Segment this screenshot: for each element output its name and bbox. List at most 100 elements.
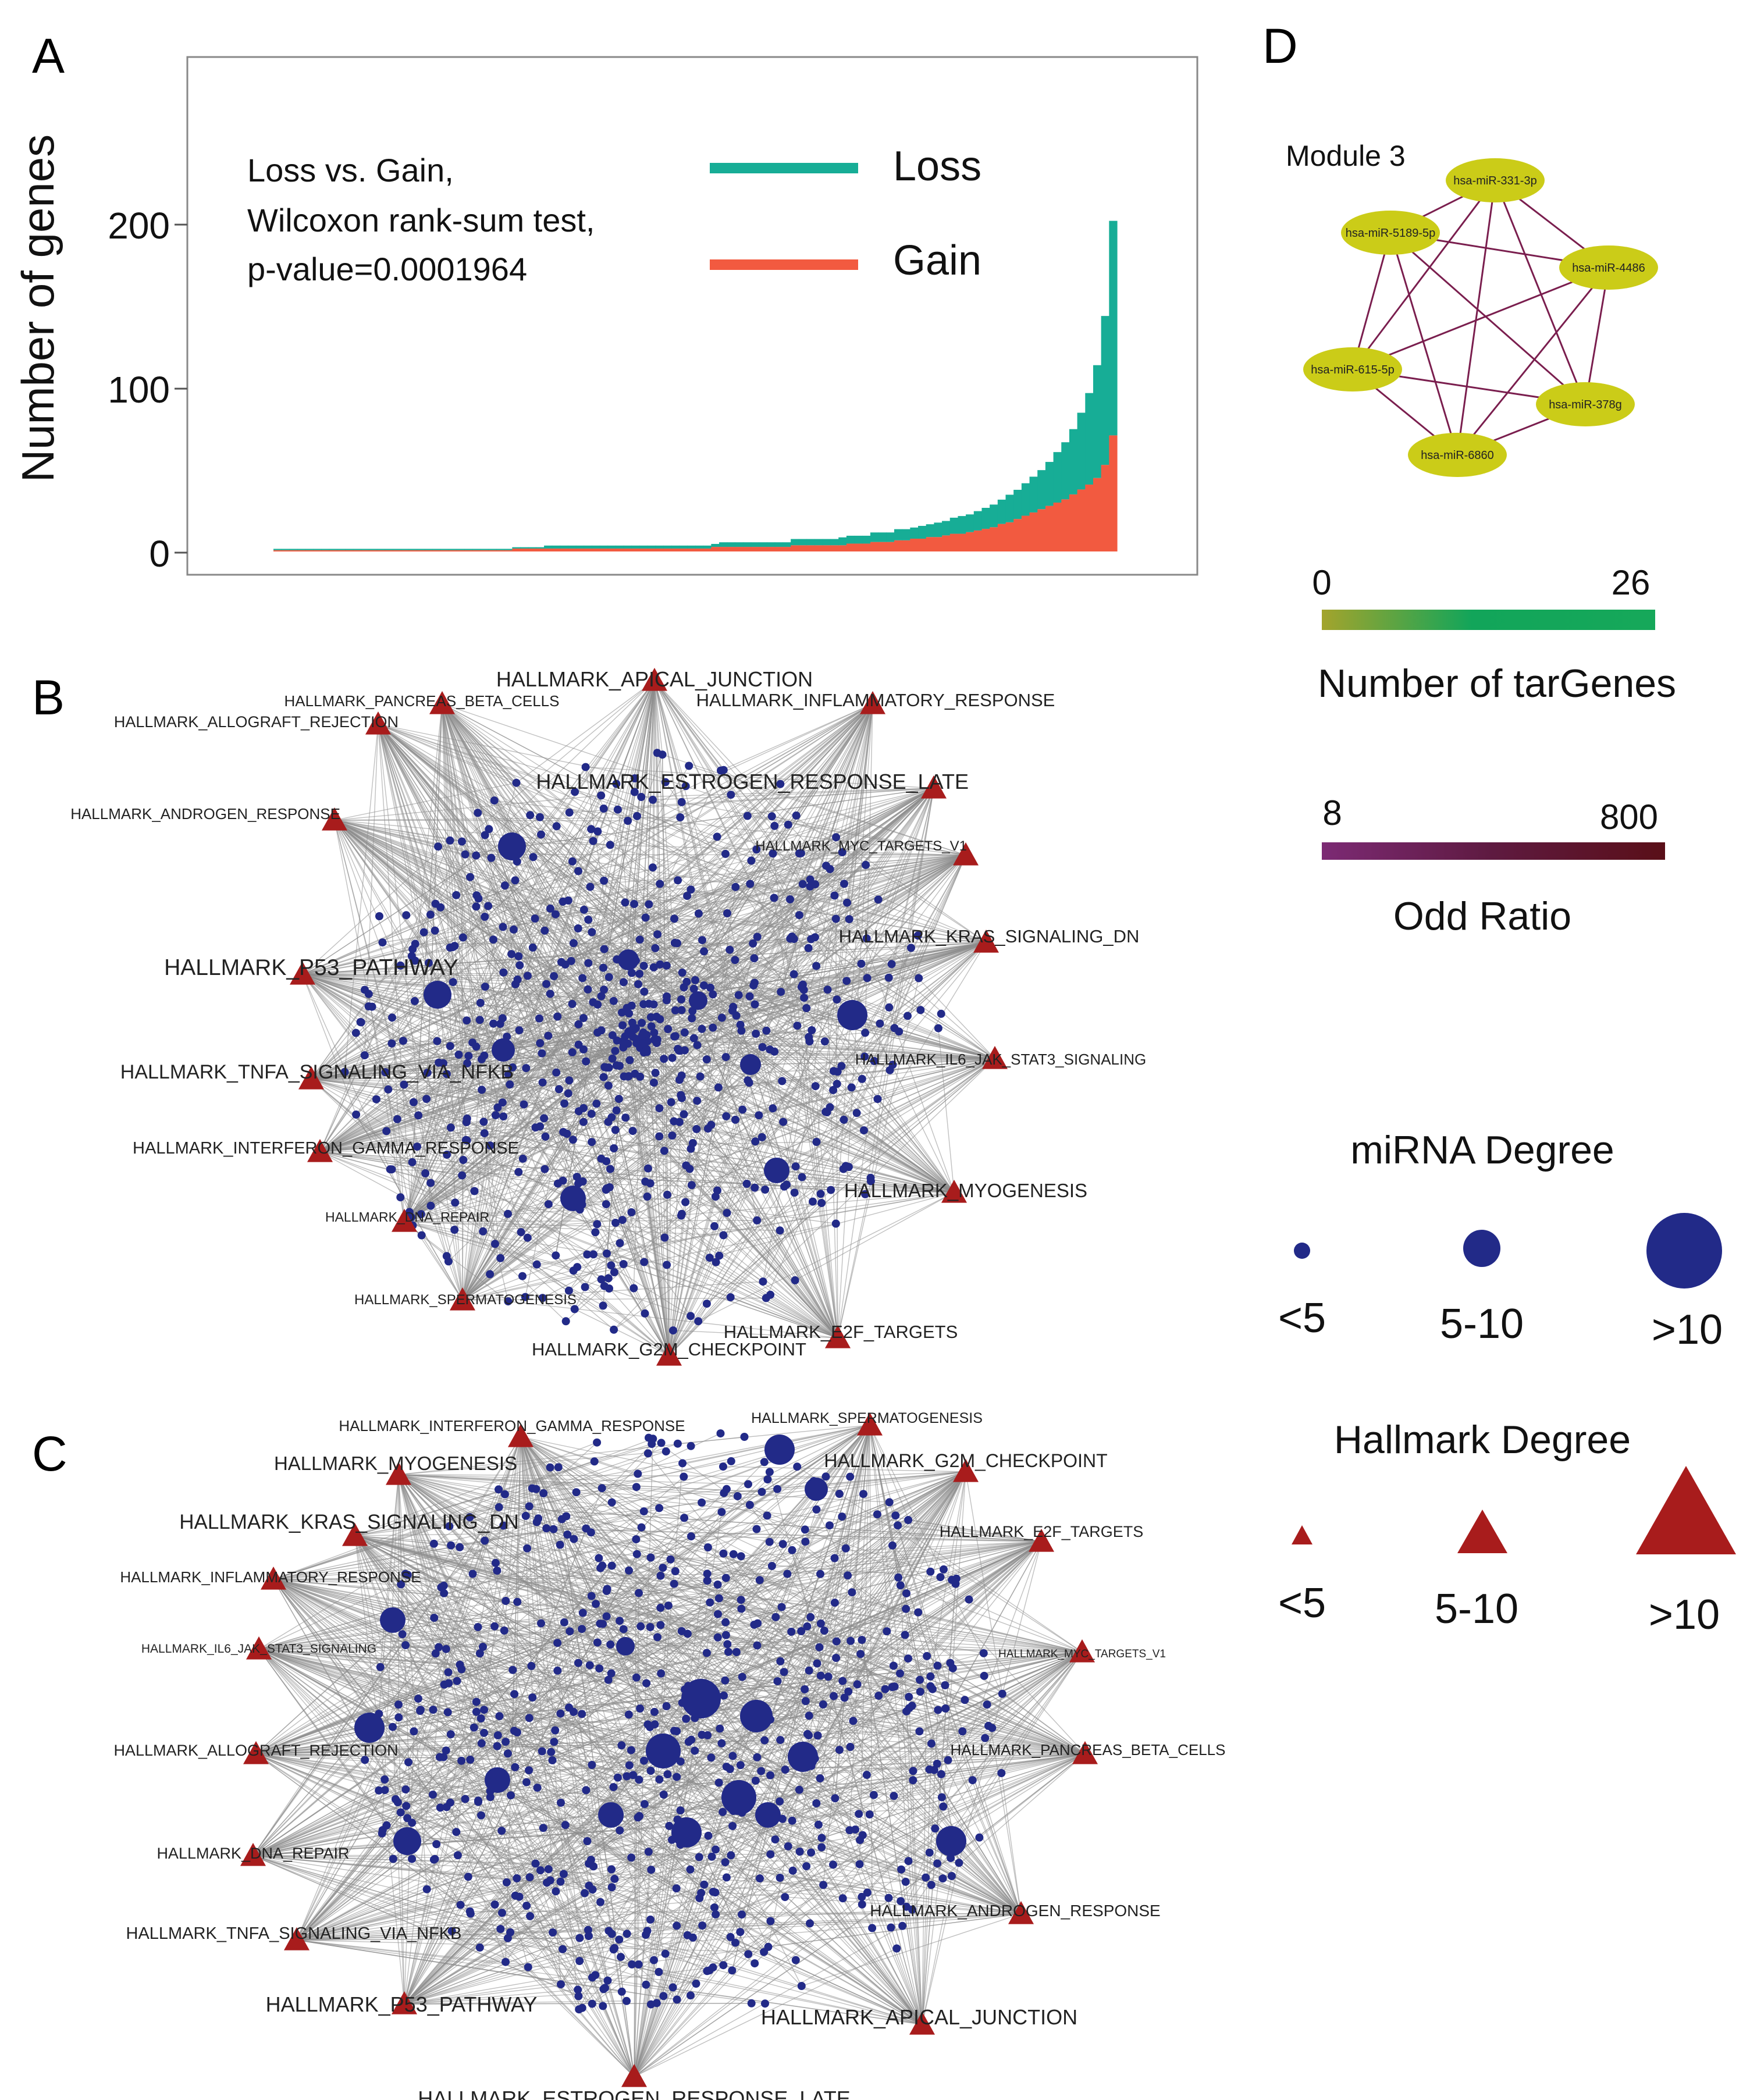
mirna-node	[700, 981, 708, 990]
mirna-node	[476, 1714, 485, 1723]
mirna-node	[732, 1648, 741, 1656]
hallmark-label: HALLMARK_APICAL_JUNCTION	[496, 667, 813, 691]
network-edge	[344, 724, 379, 1072]
mirna-node	[664, 1025, 673, 1033]
network-edge	[252, 1806, 944, 1856]
mirna-node	[749, 939, 757, 948]
network-edge	[378, 724, 642, 798]
mirna-node	[616, 1239, 624, 1247]
network-edge	[483, 1732, 635, 2077]
bar-gain	[496, 550, 505, 551]
bar-gain	[990, 527, 998, 551]
network-edge	[393, 1858, 923, 2025]
mirna-node	[662, 1702, 671, 1710]
hallmark-node	[240, 1843, 266, 1866]
mirna-node	[649, 963, 658, 971]
mirna-node	[673, 1772, 681, 1781]
mirna-node	[602, 1157, 611, 1166]
mirna-node	[643, 1193, 652, 1201]
network-edge	[634, 1571, 931, 2077]
network-edge	[334, 820, 610, 846]
network-edge	[720, 703, 873, 771]
mirna-node	[646, 1767, 655, 1775]
bar-loss	[568, 545, 577, 549]
hallmark-node	[392, 1209, 417, 1232]
mirna-node	[676, 1757, 685, 1766]
network-edge	[398, 1436, 745, 1475]
network-edge	[668, 984, 803, 1356]
network-edge	[634, 1606, 669, 2077]
network-edge	[319, 943, 753, 1152]
mirna-node	[593, 1638, 602, 1647]
mirna-node	[475, 1943, 484, 1952]
hallmark-label: HALLMARK_ESTROGEN_RESPONSE_LATE	[418, 2087, 851, 2100]
network-edge	[302, 974, 804, 991]
network-edge	[499, 1715, 1086, 1754]
network-edge	[334, 820, 431, 915]
mirna-node	[433, 1037, 442, 1045]
mirna-node	[702, 1649, 711, 1657]
bar-loss	[456, 549, 465, 550]
network-edge	[255, 1753, 461, 1906]
mirna-node	[589, 1250, 597, 1259]
network-edge	[425, 1173, 463, 1301]
network-edge	[789, 899, 838, 1339]
mirna-node	[603, 1976, 612, 1985]
network-edge	[334, 820, 660, 885]
mirna-node	[646, 1623, 655, 1631]
mirna-node	[858, 1636, 866, 1645]
mirna-node	[915, 1727, 924, 1736]
mirna-node	[736, 1928, 745, 1937]
mirna-node	[581, 763, 590, 771]
mirna-node	[616, 1826, 624, 1835]
mirna-node	[961, 1696, 969, 1704]
mirna-node	[484, 902, 493, 910]
mirna-node	[713, 1581, 722, 1589]
mirna-node	[446, 1042, 454, 1051]
mirna-node	[618, 1021, 627, 1030]
network-edge	[763, 1951, 923, 2025]
network-edge	[273, 1562, 496, 1580]
mirna-node	[644, 1848, 653, 1856]
mirna-node	[436, 903, 445, 912]
network-edge	[258, 1433, 721, 1650]
mirna-node	[766, 1290, 775, 1299]
bar-gain	[750, 547, 760, 551]
network-edge	[319, 946, 453, 1152]
network-edge	[668, 1184, 787, 1356]
mirna-node	[450, 1226, 459, 1234]
mirna-node	[493, 1731, 502, 1740]
mirna-node	[820, 1037, 829, 1046]
mirna-node	[496, 1254, 505, 1262]
network-edge	[462, 902, 626, 1301]
network-edge	[664, 703, 873, 1238]
bar-loss	[552, 545, 561, 549]
network-edge	[864, 703, 873, 1057]
network-edge	[319, 1151, 624, 1265]
mirna-node	[584, 1925, 592, 1934]
bar-gain	[966, 532, 974, 551]
network-edge	[354, 1443, 652, 1536]
mirna-node	[568, 857, 577, 866]
mirna-node	[702, 1300, 711, 1308]
mirna-node	[726, 1293, 735, 1302]
network-edge	[634, 1898, 700, 2077]
hallmark-label: HALLMARK_SPERMATOGENESIS	[751, 1410, 983, 1426]
network-edge	[673, 1753, 1086, 1988]
mirna-node	[779, 1117, 788, 1126]
bar-loss	[1021, 483, 1030, 516]
network-edge	[636, 1042, 955, 1193]
hallmark-node	[450, 1287, 475, 1311]
mirna-node	[778, 1077, 787, 1085]
network-edge	[576, 1492, 1042, 1542]
mirna-node	[968, 1776, 977, 1785]
bar-loss	[663, 545, 672, 549]
mirna-node	[703, 1124, 712, 1133]
network-edge	[494, 800, 987, 943]
mirna-node	[806, 882, 814, 891]
mirna-node	[621, 1113, 630, 1122]
network-edge	[836, 1651, 1083, 1658]
bar-gain	[830, 545, 839, 551]
mirna-node	[674, 876, 682, 885]
mirna-node	[570, 1305, 579, 1314]
